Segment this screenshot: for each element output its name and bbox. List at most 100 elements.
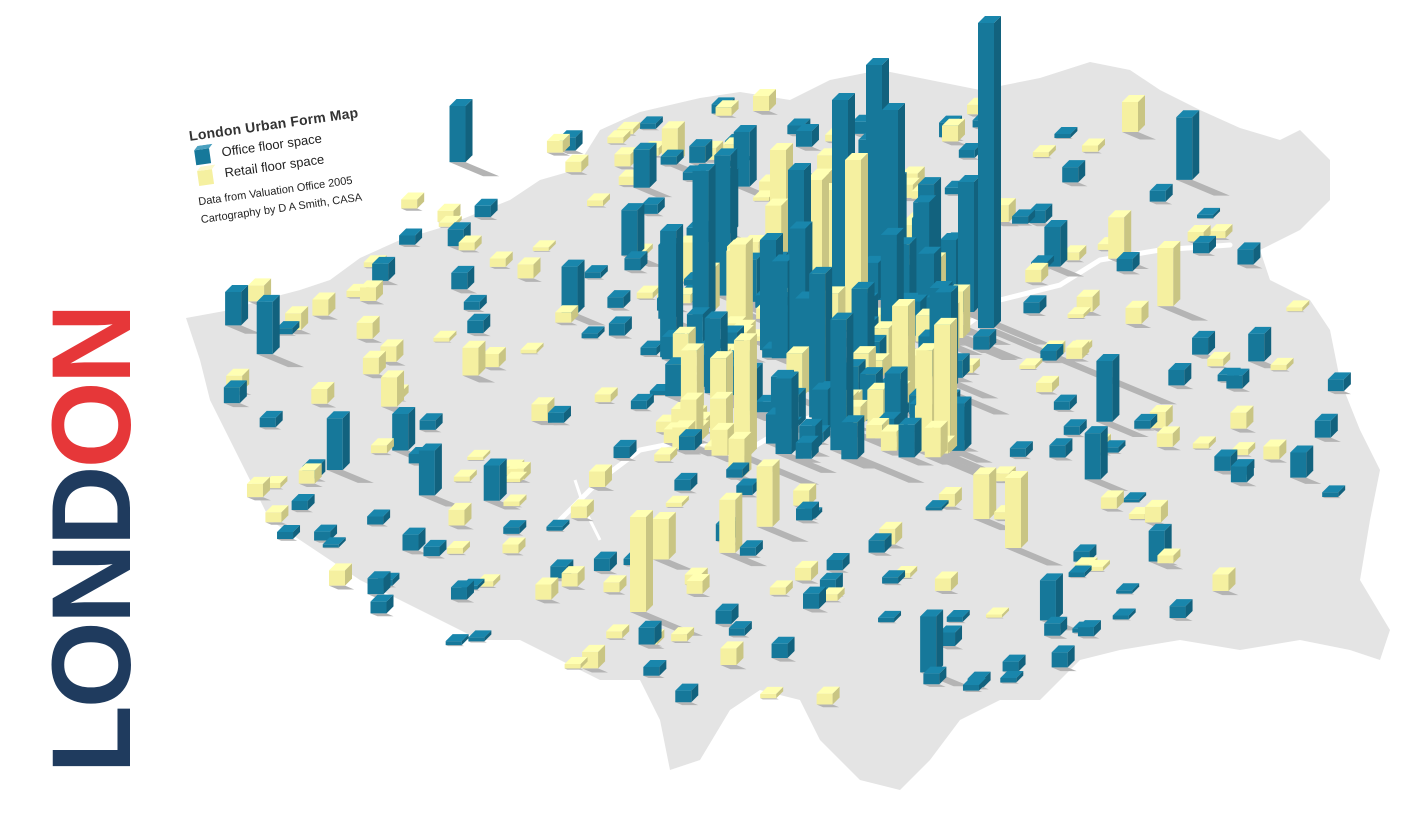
bar-top	[402, 527, 426, 535]
bar-side	[586, 499, 594, 519]
bar-top	[372, 256, 396, 264]
bar-top	[326, 411, 350, 419]
bar-top	[1084, 426, 1108, 434]
bar-top	[795, 560, 819, 568]
bar-side	[1330, 413, 1338, 438]
bar-shadow	[564, 668, 584, 670]
bar-shadow	[418, 495, 462, 507]
bar-side	[1208, 235, 1216, 254]
bar-top	[594, 387, 618, 395]
bar-top	[732, 319, 756, 327]
bar-front	[710, 358, 727, 399]
bar-side	[1093, 620, 1101, 637]
bar-side	[1192, 110, 1200, 180]
bar-shadow	[1263, 459, 1288, 463]
bar-top	[587, 193, 611, 201]
bar-side	[1172, 426, 1180, 447]
bar-side	[1128, 608, 1136, 620]
bar-top	[680, 343, 704, 351]
bar-top	[584, 265, 608, 273]
bar-front	[1230, 466, 1247, 483]
bar-top	[607, 130, 631, 138]
bar-shadow	[613, 458, 637, 461]
bar-front	[482, 353, 499, 368]
bar-shadow	[453, 481, 473, 483]
bar-shadow	[654, 461, 675, 463]
bar-side	[619, 575, 627, 593]
bar-side	[622, 624, 630, 639]
bar-top	[674, 472, 698, 480]
bar-front	[614, 154, 631, 167]
bar-front	[775, 378, 792, 455]
bar-shadow	[1327, 391, 1351, 395]
bar-front	[841, 422, 858, 460]
bar-side	[655, 116, 663, 129]
bar-shadow	[356, 338, 383, 343]
bar-front	[401, 199, 418, 209]
bar-side	[676, 224, 684, 358]
bar-top	[1168, 362, 1192, 370]
bar-top	[1040, 343, 1064, 351]
bar-side	[726, 351, 734, 399]
bar-side	[1228, 567, 1236, 591]
bar-top	[582, 644, 606, 652]
bar-shadow	[482, 367, 507, 371]
bar-top	[1157, 241, 1181, 249]
bar-front	[419, 420, 436, 430]
bar-top	[291, 494, 315, 502]
bar-front	[1100, 497, 1117, 509]
bar-front	[866, 65, 882, 300]
bar-front	[1077, 627, 1094, 637]
bar-front	[468, 637, 485, 642]
bar-top	[719, 492, 743, 500]
bar-side	[1001, 607, 1009, 618]
bar-top	[1207, 351, 1231, 359]
bar-top	[613, 439, 637, 447]
bar-front	[760, 693, 777, 699]
bar-front	[1176, 117, 1193, 180]
london-wordmark: LONDON	[29, 270, 154, 810]
bar-side	[1208, 330, 1216, 355]
bar-side	[811, 560, 819, 581]
bar-shadow	[771, 658, 797, 662]
bar-shadow	[925, 510, 944, 512]
bar-front	[630, 517, 646, 612]
bar-top	[684, 567, 708, 575]
bar-top	[689, 139, 713, 147]
bar-top	[453, 469, 477, 477]
bar-side	[1141, 300, 1149, 324]
bar-side	[1132, 583, 1140, 594]
bar-top	[756, 459, 780, 467]
bar-front	[362, 357, 379, 375]
bar-shadow	[1054, 138, 1073, 140]
bar-front	[535, 584, 552, 600]
bar-shadow	[468, 641, 487, 643]
bar-side	[941, 500, 949, 511]
bar-shadow	[1023, 313, 1047, 317]
bar-top	[606, 624, 630, 632]
bar-shadow	[1176, 179, 1230, 196]
bar-side	[562, 133, 570, 153]
bar-top	[489, 251, 513, 259]
bar-front	[445, 641, 462, 646]
bar-side	[609, 551, 617, 571]
bar-side	[1070, 126, 1078, 139]
bar-top	[884, 366, 908, 374]
bar-side	[1082, 340, 1090, 359]
bar-top	[1176, 110, 1200, 118]
bar-shadow	[614, 166, 638, 170]
bar-front	[1128, 514, 1145, 520]
bar-front	[654, 454, 671, 462]
bar-top	[1248, 326, 1272, 334]
bar-top	[608, 316, 632, 324]
bar-shadow	[753, 200, 772, 202]
bar-front	[1063, 426, 1080, 435]
bar-top	[770, 143, 793, 150]
bar-front	[652, 518, 669, 560]
bar-top	[710, 351, 734, 359]
bar-side	[375, 280, 383, 301]
bar-front	[1157, 555, 1174, 564]
wordmark-part-on: ON	[29, 306, 154, 469]
bar-top	[565, 154, 589, 162]
bar-top	[1122, 95, 1145, 102]
